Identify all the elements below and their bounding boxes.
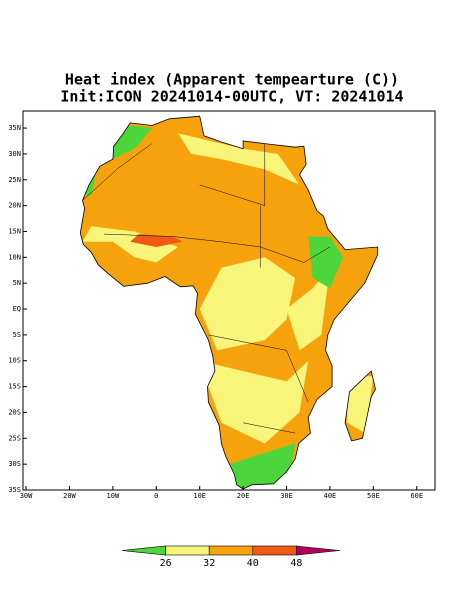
- x-tick-label: 60E: [410, 492, 423, 500]
- y-tick-label: EQ: [13, 305, 21, 313]
- coastline: [79, 115, 379, 490]
- colorbar-segment: [165, 545, 210, 556]
- colorbar-segment: [252, 545, 297, 556]
- y-tick-label: 30S: [8, 460, 21, 468]
- value-region: [199, 257, 296, 351]
- colorbar-label: 48: [290, 558, 302, 569]
- x-tick-label: 50E: [367, 492, 380, 500]
- x-tick-label: 20E: [237, 492, 250, 500]
- value-region: [130, 234, 183, 247]
- x-tick-label: 0: [154, 492, 158, 500]
- border: [243, 422, 296, 434]
- y-tick-label: 25N: [8, 176, 21, 184]
- border: [82, 143, 153, 201]
- x-tick-label: 40E: [324, 492, 337, 500]
- coastline: [344, 370, 376, 442]
- colorbar-segment: [208, 545, 254, 556]
- value-region: [82, 226, 178, 263]
- y-tick-label: 10N: [8, 253, 21, 261]
- x-tick-label: 30E: [280, 492, 293, 500]
- colorbar-high: [296, 545, 341, 556]
- y-tick-label: 20N: [8, 202, 21, 210]
- border: [199, 143, 266, 206]
- y-tick-label: 25S: [8, 434, 21, 442]
- field: [80, 116, 378, 489]
- x-tick-label: 20W: [63, 492, 76, 500]
- y-tick-label: 10S: [8, 357, 21, 365]
- y-tick-label: 15S: [8, 383, 21, 391]
- map-frame: [22, 110, 436, 491]
- value-region: [178, 133, 300, 185]
- y-tick-label: 5N: [13, 279, 21, 287]
- border: [208, 334, 309, 403]
- y-tick-label: 15N: [8, 227, 21, 235]
- value-region: [286, 267, 330, 351]
- x-tick-label: 30W: [20, 492, 33, 500]
- x-tick-label: 10E: [193, 492, 206, 500]
- border: [104, 233, 331, 263]
- y-tick-label: 35S: [8, 486, 21, 494]
- map-title: Heat index (Apparent tempearture (C)): [65, 71, 399, 89]
- colorbar-label: 26: [160, 558, 172, 569]
- value-region: [308, 236, 343, 289]
- y-tick-label: 35N: [8, 124, 21, 132]
- value-region: [199, 360, 309, 444]
- y-tick-label: 20S: [8, 408, 21, 416]
- x-tick-label: 10W: [107, 492, 120, 500]
- colorbar-label: 32: [203, 558, 215, 569]
- y-tick-label: 5S: [13, 331, 21, 339]
- colorbar-label: 40: [247, 558, 259, 569]
- y-tick-label: 30N: [8, 150, 21, 158]
- colorbar-low: [121, 545, 166, 556]
- map-subtitle: Init:ICON 20241014-00UTC, VT: 20241014: [60, 88, 403, 106]
